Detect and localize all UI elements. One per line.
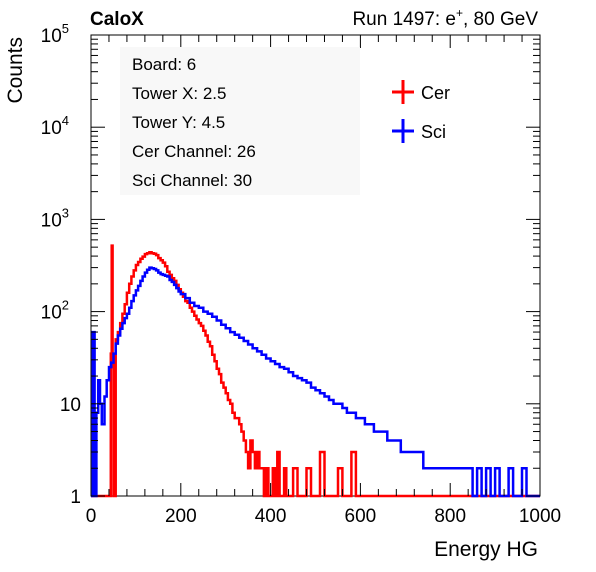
series-layer: [91, 244, 540, 498]
y-axis-title: Counts: [4, 37, 27, 104]
legend-label-cer: Cer: [421, 83, 450, 103]
x-tick-label: 200: [165, 506, 197, 527]
run-label-rest: , 80 GeV: [463, 9, 538, 30]
info-cer-channel: Cer Channel: 26: [132, 142, 256, 161]
x-tick-label: 1000: [519, 506, 561, 527]
run-label-sup: +: [456, 6, 463, 20]
y-tick-label: 102: [41, 298, 69, 324]
x-axis-title: Energy HG: [434, 538, 538, 561]
legend-marker-sci: [392, 119, 414, 143]
y-tick-label: 10: [60, 395, 81, 416]
x-tick-label: 0: [86, 506, 97, 527]
y-tick-label: 105: [41, 21, 69, 47]
y-tick-label: 1: [70, 487, 81, 508]
ticks-layer: 0 200 400 600 800 1000 1 10 102 103 104 105: [41, 21, 562, 527]
info-sci-channel: Sci Channel: 30: [132, 171, 252, 190]
series-line-sci: [91, 266, 540, 498]
x-tick-label: 600: [345, 506, 377, 527]
x-tick-label: 800: [434, 506, 466, 527]
info-tower-y: Tower Y: 4.5: [132, 113, 225, 132]
x-tick-label: 400: [255, 506, 287, 527]
legend: Cer Sci: [392, 80, 450, 143]
brand-label: CaloX: [90, 9, 144, 30]
run-label: Run 1497: e+, 80 GeV: [352, 6, 538, 30]
run-label-main: Run 1497: e: [352, 9, 456, 30]
info-box: [120, 47, 360, 195]
y-tick-label: 104: [41, 113, 69, 139]
series-line-cer: [91, 244, 540, 498]
y-tick-label: 103: [41, 205, 69, 231]
legend-label-sci: Sci: [421, 122, 446, 142]
info-board: Board: 6: [132, 55, 196, 74]
legend-marker-cer: [392, 80, 414, 104]
info-tower-x: Tower X: 2.5: [132, 84, 227, 103]
